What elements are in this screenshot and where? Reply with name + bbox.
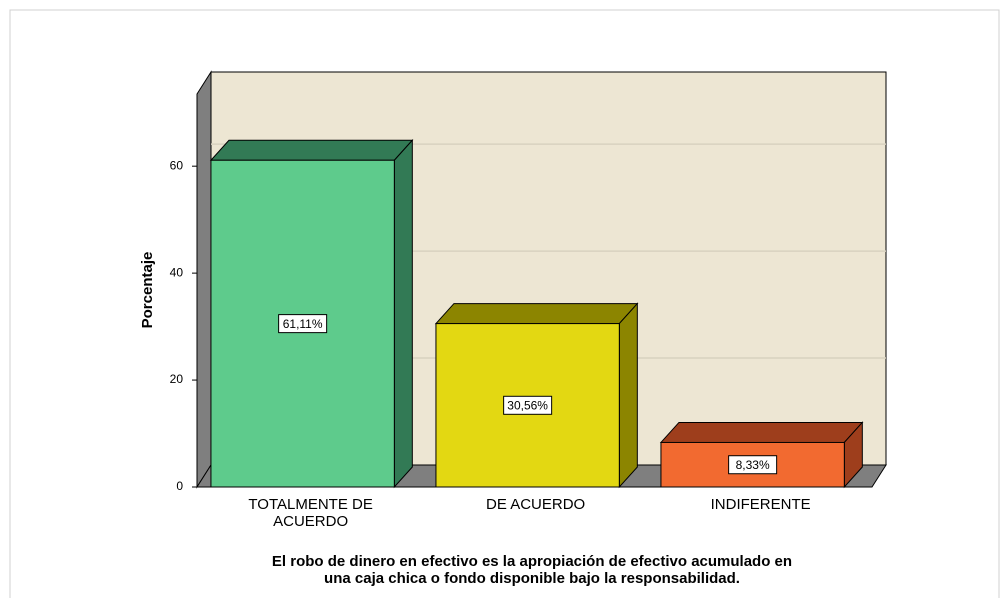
bar-top (434, 303, 639, 325)
x-tick-label: DE ACUERDO (486, 496, 585, 513)
bar-side (393, 138, 413, 489)
x-tick-label-line: TOTALMENTE DE (248, 496, 372, 513)
value-label: 8,33% (736, 458, 770, 472)
value-label-box (728, 455, 778, 475)
x-tick-label-line: ACUERDO (273, 513, 348, 530)
y-tick-label: 0 (176, 479, 183, 493)
value-label: 61,11% (283, 317, 323, 331)
x-axis-title: una caja chica o fondo disponible bajo l… (324, 570, 740, 587)
y-axis-label: Porcentaje (139, 252, 156, 329)
x-tick-label: INDIFERENTE (711, 496, 811, 513)
bar-top (659, 421, 864, 443)
bar-top (209, 139, 414, 161)
side-wall (196, 70, 212, 489)
x-tick-label: TOTALMENTE DE ACUERDO (248, 496, 372, 530)
value-label: 30,56% (507, 398, 548, 412)
value-label-box (503, 395, 553, 415)
bar-side (618, 302, 638, 489)
y-tick-label: 40 (170, 265, 184, 279)
value-label-box (278, 314, 328, 334)
y-tick-label: 60 (170, 158, 184, 172)
x-axis-title: El robo de dinero en efectivo es la apro… (272, 553, 792, 570)
y-tick-label: 20 (170, 372, 184, 386)
